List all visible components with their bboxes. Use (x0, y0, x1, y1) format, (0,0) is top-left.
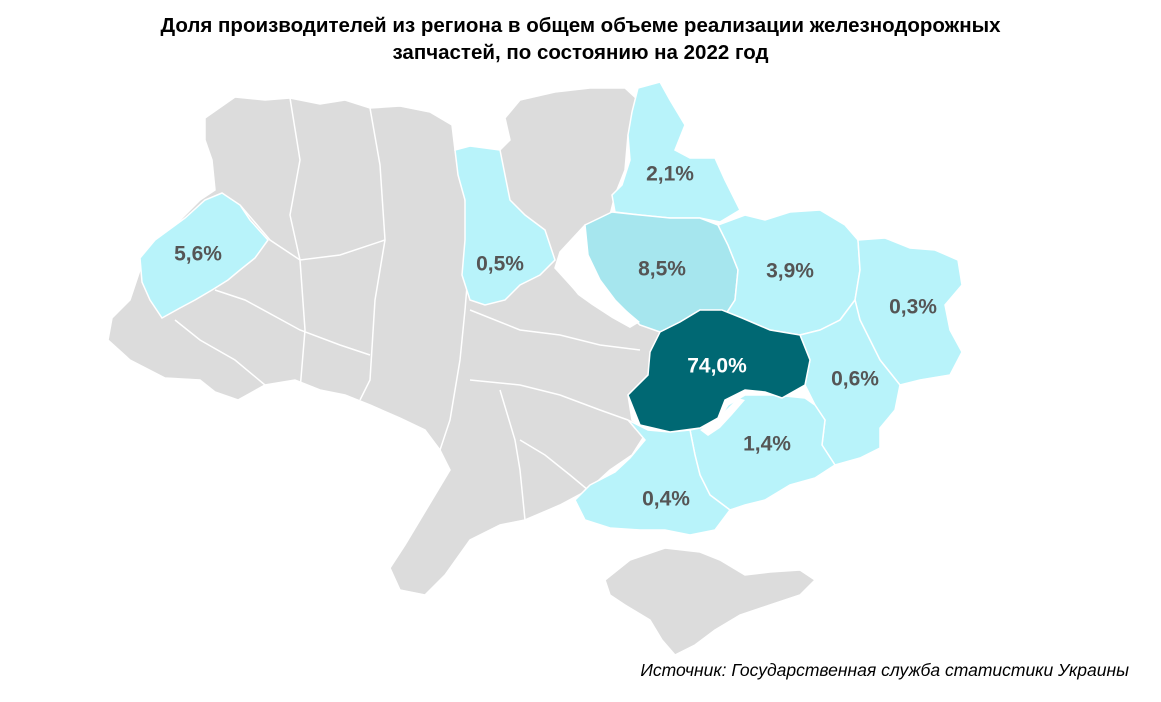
label-dnipro: 74,0% (687, 355, 747, 378)
kyiv-reservoir (570, 280, 640, 328)
label-chernihiv: 2,1% (646, 163, 694, 186)
label-donetsk: 0,6% (831, 368, 879, 391)
title-line-2: запчастей, по состоянию на 2022 год (392, 41, 769, 64)
region-crimea (604, 547, 817, 656)
region-dnipro (627, 309, 811, 433)
region-rivne (454, 145, 556, 306)
region-west-central (107, 87, 667, 596)
region-labels: 5,6% 0,5% 2,1% 8,5% 3,9% 0,3% 74,0% 0,6% 1,4% 0,4… (174, 163, 937, 511)
label-rivne: 0,5% (476, 253, 524, 276)
title-line-1: Доля производителей из региона в общем о… (160, 14, 1001, 37)
label-luhansk: 0,3% (889, 296, 937, 319)
source-note: Источник: Государственная служба статист… (640, 660, 1129, 680)
region-lviv (139, 192, 269, 319)
chart-title: Доля производителей из региона в общем о… (0, 12, 1161, 66)
region-chernihiv (611, 81, 741, 223)
rivers (570, 280, 745, 436)
region-kherson (574, 419, 732, 536)
label-kharkiv: 3,9% (766, 260, 814, 283)
label-zaporizhzhia: 1,4% (743, 433, 791, 456)
label-poltava: 8,5% (638, 258, 686, 281)
kakhovka-reservoir (700, 398, 745, 436)
label-kherson: 0,4% (642, 488, 690, 511)
region-borders (174, 97, 641, 521)
highlighted-regions (139, 81, 963, 536)
label-lviv: 5,6% (174, 243, 222, 266)
